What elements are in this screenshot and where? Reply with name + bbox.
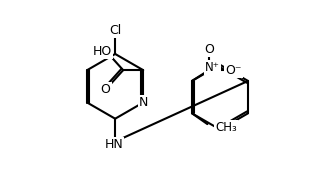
Text: O: O [101, 83, 111, 96]
Text: Cl: Cl [109, 24, 121, 37]
Text: HN: HN [104, 138, 123, 151]
Text: O: O [204, 43, 214, 56]
Text: O⁻: O⁻ [225, 64, 242, 77]
Text: CH₃: CH₃ [215, 121, 237, 134]
Text: N: N [139, 96, 148, 109]
Text: HO: HO [93, 45, 112, 58]
Text: N⁺: N⁺ [205, 61, 220, 74]
